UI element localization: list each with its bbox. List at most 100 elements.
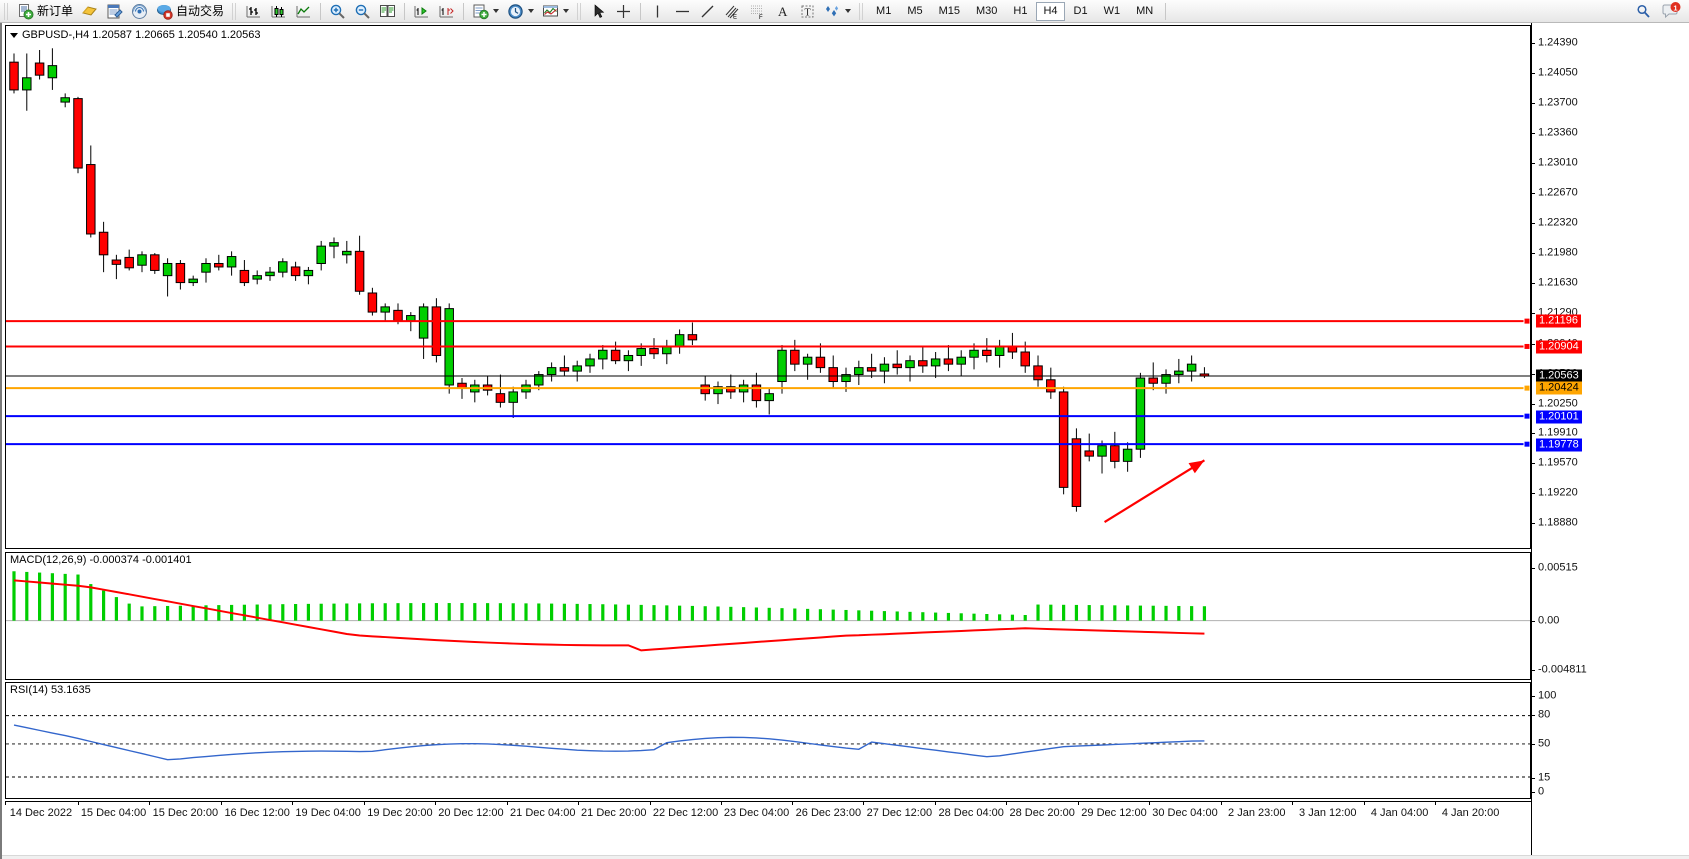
price-tick-label: 1.21290	[1538, 306, 1578, 319]
search-button[interactable]	[1631, 1, 1656, 22]
tile-windows-button[interactable]	[375, 1, 400, 22]
price-tag-resistance-1[interactable]: 1.20904	[1536, 340, 1582, 354]
toolbar-grip[interactable]	[3, 2, 10, 20]
axis-tick	[1531, 43, 1535, 44]
cursor-button[interactable]	[586, 1, 611, 22]
fibonacci-button[interactable]: F	[745, 1, 770, 22]
svg-text:F: F	[759, 15, 763, 20]
crosshair-button[interactable]	[611, 1, 636, 22]
text-button[interactable]: A	[770, 1, 795, 22]
price-pane[interactable]: GBPUSD-,H4 1.20587 1.20665 1.20540 1.205…	[5, 25, 1531, 549]
price-scale[interactable]: 1.24390 1.24050 1.23700 1.23360 1.23010 1.226…	[1531, 23, 1689, 859]
candle-body	[303, 269, 314, 277]
candle-body	[406, 315, 416, 322]
shapes-button[interactable]	[820, 1, 855, 22]
vertical-line-button[interactable]	[645, 1, 670, 22]
chevron-down-icon-3[interactable]	[563, 9, 570, 13]
timeframe-w1[interactable]: W1	[1103, 4, 1121, 17]
time-tick	[364, 801, 366, 805]
axis-tick	[1531, 696, 1535, 697]
time-axis-label: 20 Dec 12:00	[438, 807, 504, 819]
candle-body	[47, 65, 58, 79]
notification-button[interactable]: 1	[1658, 1, 1685, 22]
main-toolbar: 新订单	[0, 0, 1689, 23]
zoom-in-button[interactable]	[325, 1, 350, 22]
candle-body	[1110, 445, 1120, 462]
chevron-down-icon[interactable]	[493, 9, 500, 13]
timeframe-m15[interactable]: M15	[938, 4, 960, 17]
price-tag-resistance-2[interactable]: 1.21196	[1536, 314, 1581, 328]
candle-body	[150, 254, 160, 271]
svg-text:T: T	[805, 7, 811, 18]
text-label-button[interactable]: T	[795, 1, 820, 22]
candle-body	[649, 348, 659, 355]
chart-area[interactable]: GBPUSD-,H4 1.20587 1.20665 1.20540 1.205…	[0, 23, 1689, 859]
candle-body	[278, 261, 288, 273]
price-tag-support-1[interactable]: 1.20101	[1536, 410, 1582, 424]
timeframe-h4[interactable]: H4	[1036, 1, 1065, 21]
chart-shift-button[interactable]	[409, 1, 434, 22]
price-tag-pivot-level[interactable]: 1.20424	[1536, 381, 1582, 395]
data-window-icon	[106, 3, 123, 20]
time-tick	[792, 801, 794, 805]
timeframe-m30[interactable]: M30	[976, 4, 998, 17]
price-tick-label: 1.22320	[1538, 216, 1578, 229]
price-tick-label: 1.22670	[1538, 186, 1578, 199]
timeframe-mn[interactable]: MN	[1136, 4, 1154, 17]
timeframe-m5[interactable]: M5	[907, 4, 923, 17]
data-window-button[interactable]	[102, 1, 127, 22]
time-axis-label: 2 Jan 23:00	[1228, 807, 1286, 819]
toolbar-grip-2[interactable]	[231, 2, 239, 20]
auto-trading-button[interactable]: 自动交易	[152, 1, 228, 22]
candle-body	[892, 363, 902, 369]
new-order-button[interactable]: 新订单	[13, 1, 77, 22]
candlestick-chart-button[interactable]	[266, 1, 291, 22]
chevron-down-icon-4[interactable]	[845, 9, 852, 13]
candle-body	[9, 61, 19, 91]
candle-body	[994, 346, 1005, 356]
level-line-pivot-level	[6, 384, 1530, 392]
text-icon: A	[774, 3, 791, 20]
auto-scroll-button[interactable]	[434, 1, 459, 22]
line-chart-icon	[295, 3, 312, 20]
time-scale[interactable]: 14 Dec 2022 15 Dec 04:00 15 Dec 20:00 16 De…	[5, 801, 1531, 827]
toolbar-grip-3[interactable]	[576, 2, 584, 20]
rsi-tick-label: 80	[1538, 708, 1551, 721]
line-chart-button[interactable]	[291, 1, 316, 22]
time-axis-label: 21 Dec 20:00	[581, 807, 647, 819]
trendline-button[interactable]	[695, 1, 720, 22]
macd-histogram	[12, 571, 1207, 621]
indicators-button[interactable]	[468, 1, 503, 22]
bar-chart-button[interactable]	[241, 1, 266, 22]
chart-title-bar[interactable]: GBPUSD-,H4 1.20587 1.20665 1.20540 1.205…	[10, 29, 261, 41]
rsi-tick-label: 15	[1538, 771, 1551, 784]
horizontal-line-button[interactable]	[670, 1, 695, 22]
candle-body	[380, 306, 390, 313]
timeframe-d1[interactable]: D1	[1073, 4, 1088, 17]
chevron-down-icon-2[interactable]	[528, 9, 535, 13]
zoom-out-button[interactable]	[350, 1, 375, 22]
rsi-pane[interactable]: RSI(14) 53.1635	[5, 682, 1531, 799]
price-tag-support-2[interactable]: 1.19778	[1536, 438, 1582, 452]
signals-button[interactable]	[127, 1, 152, 22]
price-tag-current-price[interactable]: 1.20563	[1536, 369, 1582, 383]
time-tick	[1291, 801, 1293, 805]
candle-body	[34, 62, 45, 76]
axis-tick	[1531, 343, 1535, 345]
candle-body	[137, 254, 147, 266]
axis-tick	[1531, 620, 1535, 622]
timeframe-m1[interactable]: M1	[876, 4, 892, 17]
chevron-down-icon-chart[interactable]	[10, 32, 18, 38]
equidistant-channel-button[interactable]: E	[720, 1, 745, 22]
timeframe-h1[interactable]: H1	[1013, 4, 1028, 17]
candle-body	[802, 356, 813, 365]
expert-advisor-button[interactable]	[77, 1, 102, 22]
templates-button[interactable]	[538, 1, 573, 22]
notification-icon: 1	[1662, 1, 1681, 21]
candle-body	[22, 77, 32, 91]
axis-tick	[1531, 670, 1535, 671]
channel-icon: E	[724, 3, 741, 20]
periods-button[interactable]	[503, 1, 538, 22]
macd-pane[interactable]: MACD(12,26,9) -0.000374 -0.001401	[5, 552, 1531, 680]
toolbar-grip-4[interactable]	[858, 2, 866, 20]
